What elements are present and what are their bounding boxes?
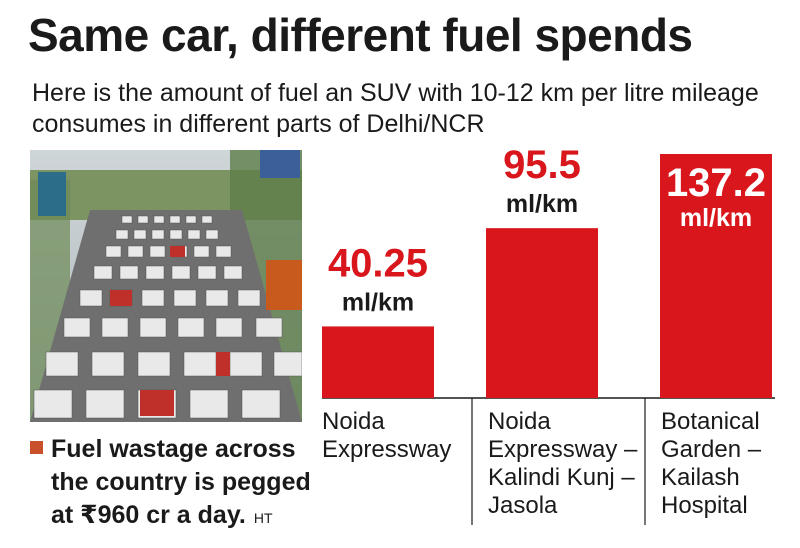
category-label-3-line-3: Kailash (661, 464, 740, 491)
category-label-1: Noida Expressway (322, 408, 451, 464)
bar-unit-label-1: ml/km (342, 288, 414, 316)
caption-line-2: the country is pegged (51, 468, 311, 496)
chart-title: Same car, different fuel spends (28, 9, 693, 61)
photo-credit: HT (253, 510, 273, 526)
bar-unit-label-3: ml/km (680, 204, 752, 232)
bar-3 (660, 154, 772, 398)
caption-line-3: at ₹960 cr a day. (51, 501, 246, 529)
category-label-2-line-1: Noida (488, 408, 551, 435)
category-label-3: Botanical Garden – Kailash Hospital (661, 408, 761, 520)
bar-value-label-1: 40.25 (328, 241, 428, 285)
category-label-3-line-1: Botanical (661, 408, 760, 435)
bar-1 (322, 326, 434, 398)
bar-value-label-3: 137.2 (666, 161, 766, 205)
category-label-1-line-1: Noida (322, 408, 385, 435)
bar-unit-label-2: ml/km (506, 190, 578, 218)
caption-line-1: Fuel wastage across (51, 435, 296, 463)
category-label-2-line-3: Kalindi Kunj – (488, 464, 635, 491)
traffic-photo-illustration (30, 150, 302, 422)
category-label-1-line-2: Expressway (322, 436, 452, 463)
caption-bullet (30, 441, 43, 454)
caption: Fuel wastage across the country is pegge… (30, 433, 320, 535)
category-label-2-line-4: Jasola (488, 492, 558, 519)
chart-subtitle: Here is the amount of fuel an SUV with 1… (32, 79, 759, 138)
bar-2 (486, 228, 598, 398)
category-label-3-line-4: Hospital (661, 492, 748, 519)
category-label-2-line-2: Expressway – (488, 436, 638, 463)
category-label-3-line-2: Garden – (661, 436, 762, 463)
bar-value-label-2: 95.5 (503, 143, 581, 187)
traffic-jam-photo (30, 150, 302, 422)
category-label-2: Noida Expressway – Kalindi Kunj – Jasola (488, 408, 637, 520)
